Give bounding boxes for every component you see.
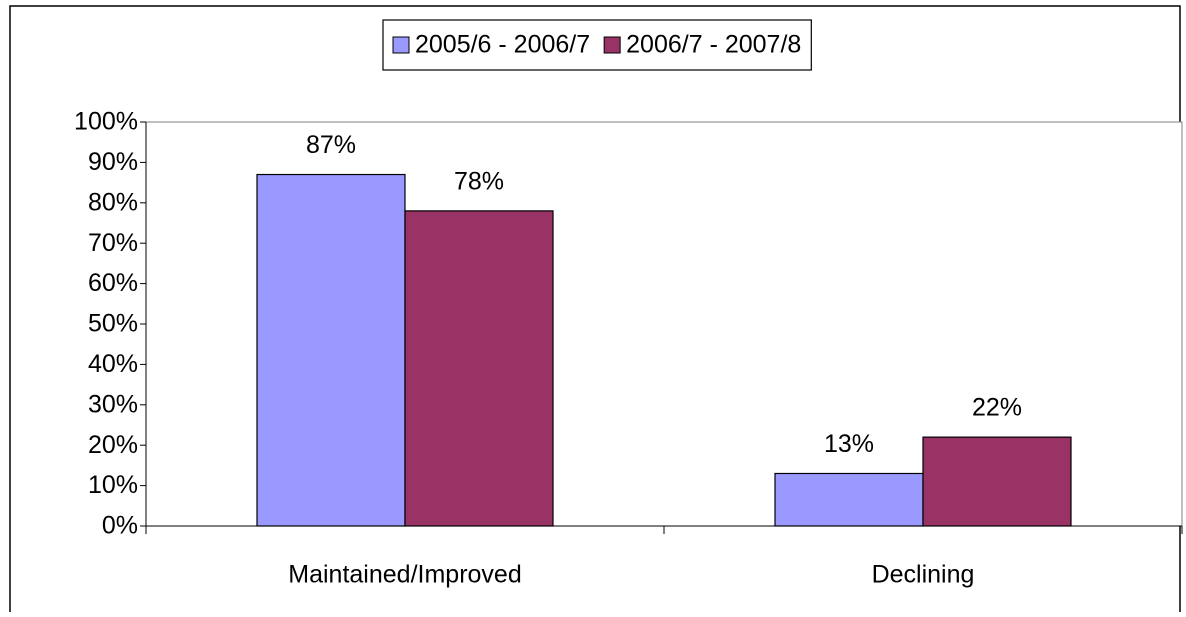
value-label: 13% — [824, 430, 874, 458]
y-tick-label: 100% — [74, 108, 138, 136]
legend-swatch — [603, 36, 621, 54]
y-tick-label: 0% — [102, 512, 138, 540]
x-tick-label: Maintained/Improved — [288, 561, 521, 589]
legend-label: 2005/6 - 2006/7 — [415, 31, 590, 59]
y-tick-label: 30% — [88, 390, 138, 418]
bar — [256, 173, 406, 527]
value-label: 78% — [454, 167, 504, 195]
y-tick-label: 50% — [88, 310, 138, 338]
bar — [774, 472, 924, 527]
legend-box — [382, 19, 812, 71]
y-tick-label: 70% — [88, 229, 138, 257]
value-label: 22% — [972, 394, 1022, 422]
y-tick-label: 10% — [88, 471, 138, 499]
y-tick-label: 60% — [88, 269, 138, 297]
legend-label: 2006/7 - 2007/8 — [626, 31, 801, 59]
y-tick-label: 80% — [88, 188, 138, 216]
bar — [922, 436, 1072, 527]
bar — [404, 210, 554, 527]
y-tick-label: 20% — [88, 431, 138, 459]
y-tick-label: 90% — [88, 148, 138, 176]
y-tick-label: 40% — [88, 350, 138, 378]
legend-swatch — [392, 36, 410, 54]
value-label: 87% — [306, 131, 356, 159]
x-tick-label: Declining — [872, 561, 975, 589]
